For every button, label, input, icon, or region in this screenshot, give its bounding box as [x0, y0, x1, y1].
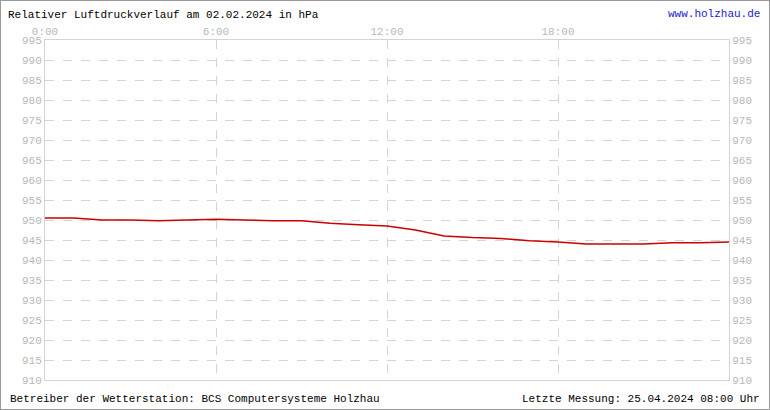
svg-text:950: 950: [732, 215, 752, 227]
svg-text:970: 970: [22, 135, 42, 147]
svg-text:910: 910: [732, 375, 752, 387]
svg-text:990: 990: [732, 55, 752, 67]
svg-text:945: 945: [732, 235, 752, 247]
svg-text:970: 970: [732, 135, 752, 147]
svg-text:955: 955: [732, 195, 752, 207]
svg-text:995: 995: [732, 35, 752, 47]
svg-text:930: 930: [22, 295, 42, 307]
svg-text:915: 915: [22, 355, 42, 367]
svg-text:920: 920: [732, 335, 752, 347]
svg-text:975: 975: [22, 115, 42, 127]
svg-text:965: 965: [22, 155, 42, 167]
svg-text:980: 980: [732, 95, 752, 107]
svg-text:995: 995: [22, 35, 42, 47]
svg-text:950: 950: [22, 215, 42, 227]
svg-text:915: 915: [732, 355, 752, 367]
svg-text:940: 940: [732, 255, 752, 267]
svg-text:925: 925: [22, 315, 42, 327]
svg-text:www.holzhau.de: www.holzhau.de: [668, 8, 760, 20]
svg-text:0:00: 0:00: [32, 26, 58, 38]
svg-text:12:00: 12:00: [370, 26, 403, 38]
svg-text:Relativer Luftdruckverlauf am: Relativer Luftdruckverlauf am 02.02.2024…: [8, 9, 319, 21]
svg-text:6:00: 6:00: [203, 26, 229, 38]
svg-text:18:00: 18:00: [541, 26, 574, 38]
svg-text:955: 955: [22, 195, 42, 207]
svg-text:935: 935: [22, 275, 42, 287]
svg-text:940: 940: [22, 255, 42, 267]
svg-text:Betreiber der Wetterstation: B: Betreiber der Wetterstation: BCS Compute…: [10, 393, 380, 405]
svg-text:960: 960: [732, 175, 752, 187]
svg-text:945: 945: [22, 235, 42, 247]
svg-text:960: 960: [22, 175, 42, 187]
svg-text:990: 990: [22, 55, 42, 67]
svg-text:925: 925: [732, 315, 752, 327]
svg-text:965: 965: [732, 155, 752, 167]
svg-text:930: 930: [732, 295, 752, 307]
svg-text:975: 975: [732, 115, 752, 127]
svg-text:Letzte Messung: 25.04.2024 08:: Letzte Messung: 25.04.2024 08:00 Uhr: [522, 393, 760, 405]
svg-text:980: 980: [22, 95, 42, 107]
svg-text:910: 910: [22, 375, 42, 387]
svg-text:985: 985: [22, 75, 42, 87]
svg-text:920: 920: [22, 335, 42, 347]
svg-text:935: 935: [732, 275, 752, 287]
svg-text:985: 985: [732, 75, 752, 87]
